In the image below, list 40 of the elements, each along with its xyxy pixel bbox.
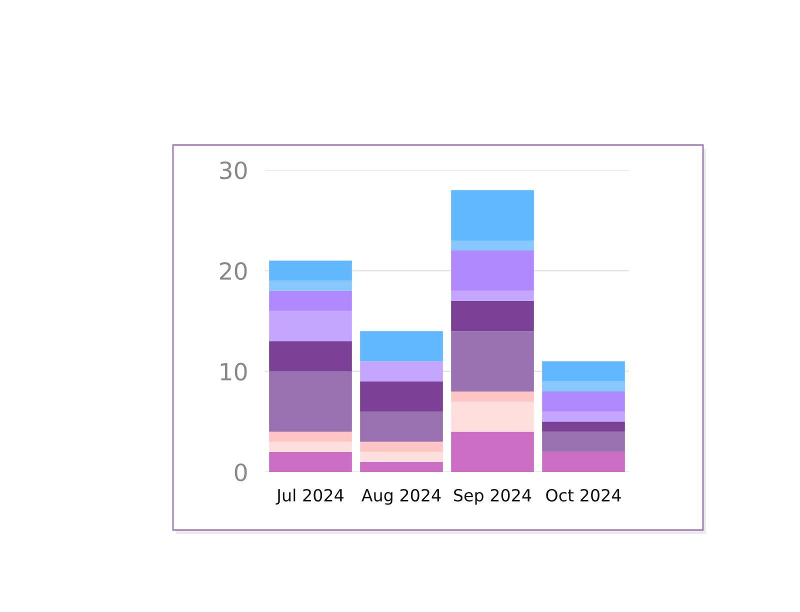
bar bbox=[360, 381, 443, 412]
bar bbox=[269, 452, 352, 472]
bar bbox=[542, 422, 625, 432]
x-tick-label: Jul 2024 bbox=[276, 488, 344, 505]
bar bbox=[542, 432, 625, 452]
x-tick-label: Sep 2024 bbox=[454, 488, 532, 505]
bar bbox=[269, 432, 352, 442]
bar bbox=[451, 240, 534, 251]
bar bbox=[269, 280, 352, 291]
bar bbox=[269, 290, 352, 311]
y-tick-label: 20 bbox=[220, 262, 247, 280]
bar bbox=[269, 341, 352, 372]
y-tick-label: 30 bbox=[220, 161, 247, 180]
bar bbox=[542, 452, 625, 472]
y-tick-label: 0 bbox=[234, 463, 247, 482]
bar bbox=[451, 331, 534, 392]
bar bbox=[269, 260, 352, 281]
bar bbox=[451, 300, 534, 332]
bar bbox=[451, 190, 534, 240]
bar bbox=[360, 462, 443, 472]
bar bbox=[360, 412, 443, 442]
bar bbox=[360, 442, 443, 452]
bar bbox=[542, 381, 625, 392]
bar bbox=[360, 452, 443, 462]
y-tick-label: 10 bbox=[220, 362, 247, 381]
x-tick-label: Aug 2024 bbox=[362, 488, 441, 505]
bar bbox=[269, 442, 352, 452]
bar bbox=[451, 250, 534, 291]
bar bbox=[542, 391, 625, 412]
x-tick-label: Oct 2024 bbox=[546, 488, 621, 502]
bar bbox=[360, 331, 443, 362]
bar bbox=[451, 290, 534, 301]
bar bbox=[451, 391, 534, 402]
bar bbox=[451, 402, 534, 432]
bar bbox=[542, 412, 625, 422]
bar bbox=[269, 310, 352, 342]
bar bbox=[269, 371, 352, 432]
bar bbox=[542, 361, 625, 382]
bar bbox=[360, 361, 443, 382]
bar bbox=[451, 432, 534, 472]
